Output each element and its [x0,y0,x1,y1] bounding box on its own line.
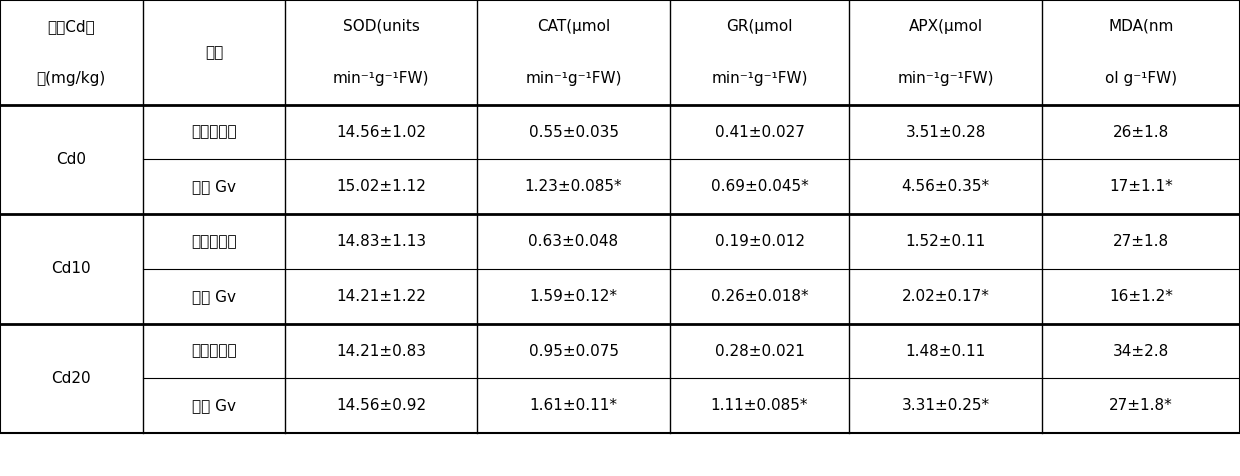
Text: 1.61±0.11*: 1.61±0.11* [529,398,618,413]
Text: Cd20: Cd20 [52,371,91,386]
Text: SOD(units: SOD(units [343,19,419,34]
Text: 1.59±0.12*: 1.59±0.12* [529,289,618,304]
Text: 1.11±0.085*: 1.11±0.085* [711,398,808,413]
Text: 处理: 处理 [205,45,223,60]
Text: CAT(μmol: CAT(μmol [537,19,610,34]
Text: 14.21±1.22: 14.21±1.22 [336,289,427,304]
Text: 未接种对照: 未接种对照 [191,234,237,249]
Text: min⁻¹g⁻¹FW): min⁻¹g⁻¹FW) [898,71,993,86]
Text: 0.95±0.075: 0.95±0.075 [528,344,619,358]
Text: 接种 Gv: 接种 Gv [192,289,236,304]
Text: 3.31±0.25*: 3.31±0.25* [901,398,990,413]
Text: 4.56±0.35*: 4.56±0.35* [901,179,990,194]
Text: 1.52±0.11: 1.52±0.11 [905,234,986,249]
Text: 0.63±0.048: 0.63±0.048 [528,234,619,249]
Text: Cd10: Cd10 [52,261,91,277]
Text: 0.19±0.012: 0.19±0.012 [714,234,805,249]
Text: 0.28±0.021: 0.28±0.021 [714,344,805,358]
Text: 16±1.2*: 16±1.2* [1109,289,1173,304]
Text: 17±1.1*: 17±1.1* [1109,179,1173,194]
Text: 土壤Cd浓: 土壤Cd浓 [47,19,95,34]
Text: 14.56±1.02: 14.56±1.02 [336,125,427,139]
Text: min⁻¹g⁻¹FW): min⁻¹g⁻¹FW) [526,71,621,86]
Text: 0.26±0.018*: 0.26±0.018* [711,289,808,304]
Text: MDA(nm: MDA(nm [1109,19,1173,34]
Text: min⁻¹g⁻¹FW): min⁻¹g⁻¹FW) [334,71,429,86]
Text: Cd0: Cd0 [56,152,87,167]
Text: 34±2.8: 34±2.8 [1112,344,1169,358]
Text: 14.83±1.13: 14.83±1.13 [336,234,427,249]
Text: 3.51±0.28: 3.51±0.28 [905,125,986,139]
Text: 0.55±0.035: 0.55±0.035 [528,125,619,139]
Text: 27±1.8: 27±1.8 [1112,234,1169,249]
Text: 未接种对照: 未接种对照 [191,344,237,358]
Text: APX(μmol: APX(μmol [909,19,982,34]
Text: 14.56±0.92: 14.56±0.92 [336,398,427,413]
Text: 接种 Gv: 接种 Gv [192,398,236,413]
Text: 1.23±0.085*: 1.23±0.085* [525,179,622,194]
Text: 14.21±0.83: 14.21±0.83 [336,344,427,358]
Text: ol g⁻¹FW): ol g⁻¹FW) [1105,71,1177,86]
Text: 2.02±0.17*: 2.02±0.17* [901,289,990,304]
Text: GR(μmol: GR(μmol [727,19,792,34]
Text: 1.48±0.11: 1.48±0.11 [905,344,986,358]
Text: 未接种对照: 未接种对照 [191,125,237,139]
Text: 0.69±0.045*: 0.69±0.045* [711,179,808,194]
Text: 接种 Gv: 接种 Gv [192,179,236,194]
Text: 0.41±0.027: 0.41±0.027 [714,125,805,139]
Text: min⁻¹g⁻¹FW): min⁻¹g⁻¹FW) [712,71,807,86]
Text: 度(mg/kg): 度(mg/kg) [37,71,105,86]
Text: 27±1.8*: 27±1.8* [1109,398,1173,413]
Text: 26±1.8: 26±1.8 [1112,125,1169,139]
Text: 15.02±1.12: 15.02±1.12 [336,179,427,194]
